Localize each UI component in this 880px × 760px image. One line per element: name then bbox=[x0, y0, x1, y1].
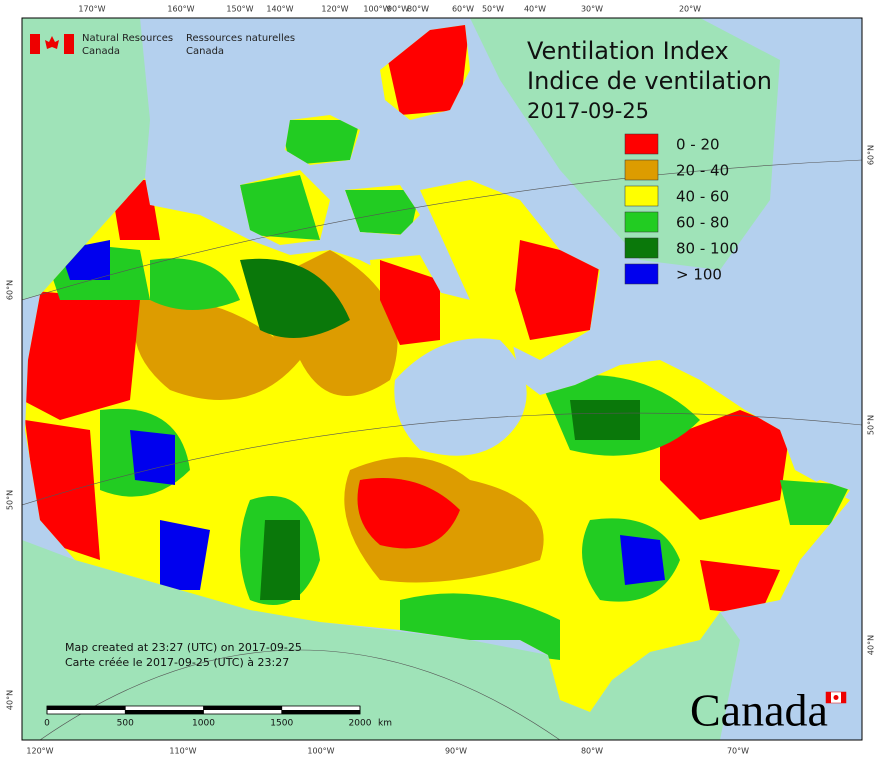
graticule-label: 120°W bbox=[26, 747, 53, 756]
scale-unit: km bbox=[378, 719, 392, 729]
scale-segment bbox=[203, 706, 282, 710]
legend-swatch bbox=[624, 237, 659, 259]
graticule-label: 40°W bbox=[524, 5, 546, 14]
agency-en: Natural Resources bbox=[82, 33, 173, 44]
legend-label: 0 - 20 bbox=[676, 136, 720, 154]
graticule-label: 20°W bbox=[679, 5, 701, 14]
title: Ventilation Index bbox=[527, 37, 729, 65]
graticule-label: 50°W bbox=[482, 5, 504, 14]
land-usa bbox=[22, 18, 740, 740]
credit: Carte créée le 2017-09-25 (UTC) à 23:27 bbox=[65, 656, 289, 669]
legend-label: 80 - 100 bbox=[676, 240, 739, 258]
graticule-label: 50°N bbox=[867, 415, 876, 435]
graticule-label: 140°W bbox=[266, 5, 293, 14]
scale-bar: 0 500 1000 1500 2000 km bbox=[44, 705, 392, 729]
map-frame bbox=[21, 17, 863, 741]
graticule-label: 60°W bbox=[452, 5, 474, 14]
graticule-lines bbox=[22, 159, 862, 740]
scale-segment bbox=[281, 710, 360, 714]
legend-swatch bbox=[624, 133, 659, 155]
scale-label: 2000 bbox=[349, 719, 372, 729]
scale-segment bbox=[125, 710, 204, 714]
graticule-label: 150°W bbox=[226, 5, 253, 14]
wordmark-flag bbox=[825, 691, 847, 704]
agency-fr: Canada bbox=[186, 46, 224, 57]
graticule-label: 160°W bbox=[167, 5, 194, 14]
scale-label: 1000 bbox=[192, 719, 215, 729]
scale-label: 1500 bbox=[270, 719, 293, 729]
graticule-label: 100°W bbox=[363, 5, 390, 14]
legend-label: 20 - 40 bbox=[676, 162, 729, 180]
graticule-label: 40°N bbox=[6, 690, 15, 710]
legend: 0 - 20 20 - 40 40 - 60 60 - 80 80 - 100 > 100 bbox=[624, 133, 739, 285]
map bbox=[22, 18, 862, 740]
legend-swatch bbox=[624, 211, 659, 233]
graticule-label: 90°W bbox=[387, 5, 409, 14]
flag-bar bbox=[30, 34, 40, 54]
agency-signature: Natural Resources Canada Ressources natu… bbox=[30, 33, 295, 57]
agency-en: Canada bbox=[82, 46, 120, 57]
graticule-label: 110°W bbox=[169, 747, 196, 756]
legend-swatch bbox=[624, 159, 659, 181]
scale-segment bbox=[47, 706, 126, 710]
title: Indice de ventilation bbox=[527, 67, 772, 95]
flag-bar bbox=[64, 34, 74, 54]
legend-swatch bbox=[624, 263, 659, 285]
legend-swatch bbox=[624, 185, 659, 207]
graticule-label: 100°W bbox=[307, 747, 334, 756]
agency-fr: Ressources naturelles bbox=[186, 33, 295, 44]
graticule-label: 30°W bbox=[581, 5, 603, 14]
graticule-label: 60°N bbox=[6, 280, 15, 300]
graticule-label: 40°N bbox=[867, 635, 876, 655]
graticule-label: 170°W bbox=[78, 5, 105, 14]
graticule-label: 80°W bbox=[581, 747, 603, 756]
scale-label: 500 bbox=[117, 719, 134, 729]
legend-label: 60 - 80 bbox=[676, 214, 729, 232]
wordmark: Canada bbox=[690, 685, 828, 736]
maple-leaf bbox=[45, 36, 59, 49]
graticule-label: 70°W bbox=[727, 747, 749, 756]
graticule-label: 80°W bbox=[407, 5, 429, 14]
graticule-label: 120°W bbox=[321, 5, 348, 14]
graticule-label: 50°N bbox=[6, 490, 15, 510]
hudson-bay bbox=[394, 338, 527, 456]
graticule-labels: 170°W 160°W 150°W 140°W 120°W 100°W90°W80°W 60… bbox=[6, 5, 876, 756]
legend-label: 40 - 60 bbox=[676, 188, 729, 206]
credit: Map created at 23:27 (UTC) on 2017-09-25 bbox=[65, 641, 302, 654]
legend-label: > 100 bbox=[676, 266, 722, 284]
date: 2017-09-25 bbox=[527, 99, 649, 123]
graticule-label: 60°N bbox=[867, 145, 876, 165]
scale-label: 0 bbox=[44, 719, 50, 729]
graticule-label: 90°W bbox=[445, 747, 467, 756]
